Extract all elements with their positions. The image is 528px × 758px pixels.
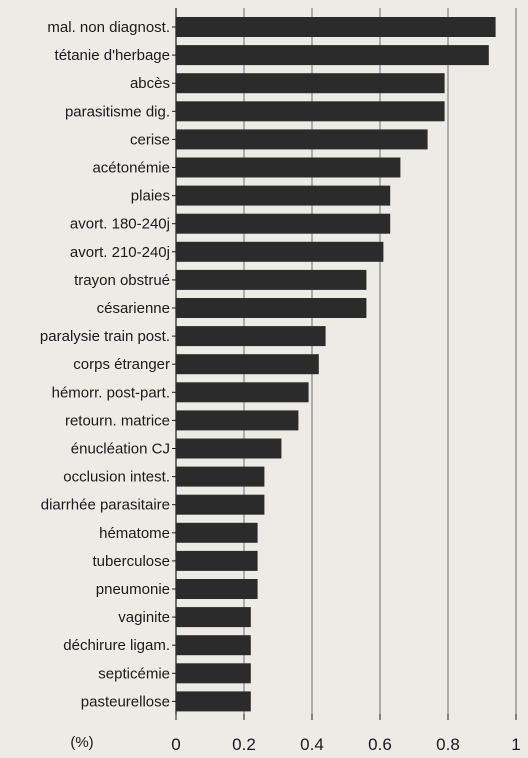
x-tick-label: 0.8 xyxy=(436,735,460,754)
category-label: corps étranger xyxy=(73,356,170,373)
bar xyxy=(176,494,265,515)
bar xyxy=(176,241,384,262)
bar xyxy=(176,45,489,66)
bar xyxy=(176,298,367,318)
bar xyxy=(176,382,309,403)
bar xyxy=(176,101,445,122)
category-label: retourn. matrice xyxy=(65,412,170,429)
category-label: acétonémie xyxy=(92,160,170,177)
category-label: diarrhée parasitaire xyxy=(41,497,170,514)
bar xyxy=(176,185,391,206)
x-tick-label: 1 xyxy=(511,735,520,754)
bar xyxy=(176,269,367,290)
category-label: tétanie d'herbage xyxy=(55,47,170,64)
bar xyxy=(176,326,326,347)
category-label: pneumonie xyxy=(96,581,170,598)
x-tick-label: 0.4 xyxy=(300,735,324,754)
bar xyxy=(176,157,401,178)
category-label: mal. non diagnost. xyxy=(47,19,170,36)
category-label: occlusion intest. xyxy=(63,469,170,486)
category-label: avort. 180-240j xyxy=(70,216,170,233)
bar xyxy=(176,663,251,684)
bar xyxy=(176,579,258,599)
bar xyxy=(176,522,258,543)
category-label: plaies xyxy=(131,188,170,205)
x-tick-label: 0.6 xyxy=(368,735,392,754)
category-label: césarienne xyxy=(97,300,170,317)
category-label: paralysie train post. xyxy=(40,328,170,345)
bar xyxy=(176,17,496,37)
bar xyxy=(176,550,258,571)
unit-label: (%) xyxy=(70,734,93,751)
bar xyxy=(176,354,319,375)
bar xyxy=(176,635,251,656)
category-label: tuberculose xyxy=(92,553,170,570)
bar xyxy=(176,607,251,628)
x-tick-label: 0 xyxy=(171,735,180,754)
x-tick-label: 0.2 xyxy=(232,735,256,754)
bar xyxy=(176,213,391,234)
bar xyxy=(176,438,282,459)
category-label: hématome xyxy=(99,525,170,542)
category-label: trayon obstrué xyxy=(74,272,170,289)
category-label: déchirure ligam. xyxy=(63,637,170,654)
category-label: septicémie xyxy=(98,665,170,682)
category-label: abcès xyxy=(130,75,170,92)
bar xyxy=(176,73,445,94)
category-label: vaginite xyxy=(118,609,170,626)
category-label: cerise xyxy=(130,131,170,148)
bar xyxy=(176,410,299,431)
category-label: avort. 210-240j xyxy=(70,244,170,261)
category-label: hémorr. post-part. xyxy=(52,384,170,401)
bar xyxy=(176,691,251,712)
category-label: pasteurellose xyxy=(81,693,170,710)
category-label: énucléation CJ xyxy=(71,441,170,458)
bar xyxy=(176,466,265,487)
bar xyxy=(176,129,428,150)
category-label: parasitisme dig. xyxy=(65,103,170,120)
